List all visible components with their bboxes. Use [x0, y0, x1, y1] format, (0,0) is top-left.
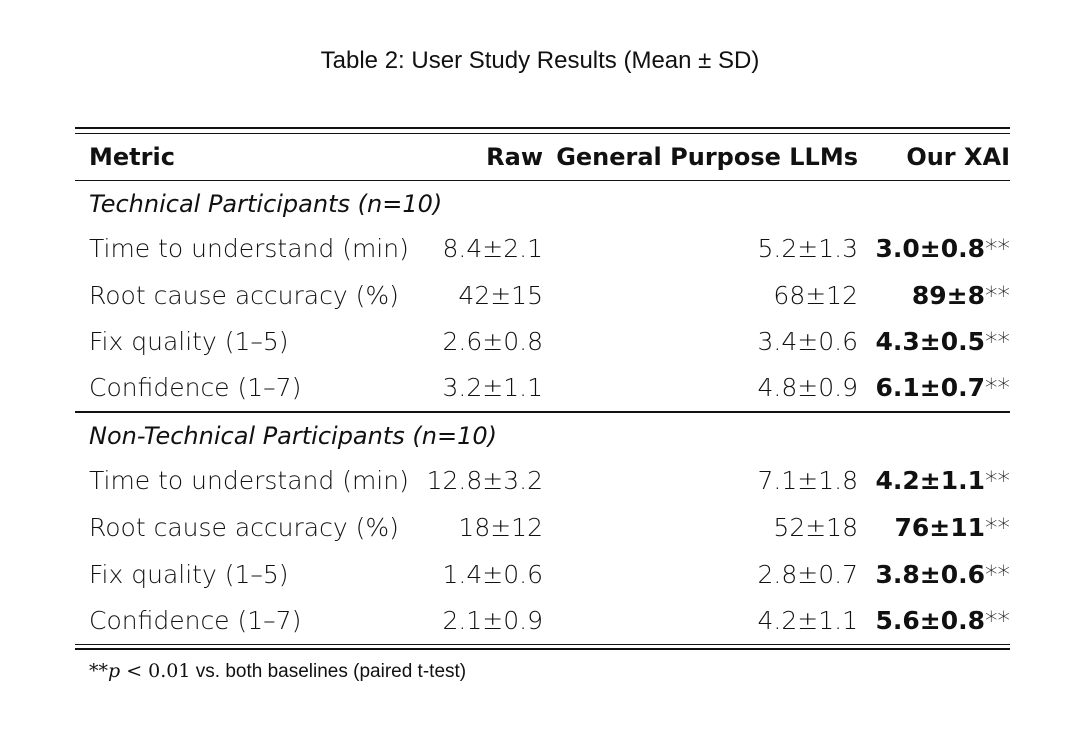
significance-stars: ** — [985, 234, 1010, 263]
table-header: Metric Raw General Purpose LLMs Our XAI — [75, 137, 1010, 177]
xai-cell: 3.0±0.8** — [875, 229, 1010, 269]
header-raw: Raw — [486, 143, 543, 171]
llm-cell: 2.8±0.7 — [757, 560, 858, 589]
metric-cell: Root cause accuracy (%) — [89, 281, 399, 310]
metric-cell: Fix quality (1–5) — [89, 327, 289, 356]
significance-stars: ** — [985, 560, 1010, 589]
raw-cell: 18±12 — [458, 513, 543, 542]
group-label: Non-Technical Participants (n=10) — [89, 422, 497, 450]
xai-cell: 4.2±1.1** — [875, 461, 1010, 501]
xai-cell: 3.8±0.6** — [875, 555, 1010, 595]
header-xai: Our XAI — [906, 143, 1010, 171]
group-label-row: Technical Participants (n=10) — [75, 184, 1010, 224]
xai-cell: 6.1±0.7** — [875, 368, 1010, 408]
group-label-row: Non-Technical Participants (n=10) — [75, 416, 1010, 456]
significance-stars: ** — [985, 373, 1010, 402]
metric-cell: Root cause accuracy (%) — [89, 513, 399, 542]
xai-cell: 5.6±0.8** — [875, 601, 1010, 641]
footnote-relation: < 0.01 — [120, 660, 191, 682]
footnote-text: vs. both baselines (paired t-test) — [190, 661, 467, 682]
table-row: Confidence (1–7) 2.1±0.9 4.2±1.1 5.6±0.8… — [75, 601, 1010, 641]
llm-cell: 52±18 — [773, 513, 858, 542]
table-row: Confidence (1–7) 3.2±1.1 4.8±0.9 6.1±0.7… — [75, 368, 1010, 408]
metric-cell: Confidence (1–7) — [89, 606, 302, 635]
significance-stars: ** — [985, 513, 1010, 542]
significance-stars: ** — [985, 466, 1010, 495]
xai-cell: 76±11** — [894, 508, 1010, 548]
xai-value: 5.6±0.8 — [875, 606, 985, 635]
table-row: Time to understand (min) 12.8±3.2 7.1±1.… — [75, 461, 1010, 501]
raw-cell: 3.2±1.1 — [442, 373, 543, 402]
llm-cell: 4.2±1.1 — [757, 606, 858, 635]
llm-cell: 5.2±1.3 — [757, 234, 858, 263]
bottom-rule-inner — [75, 644, 1010, 645]
footnote-p-symbol: p — [108, 660, 121, 682]
group-divider — [75, 411, 1010, 413]
header-metric: Metric — [89, 143, 175, 171]
table-caption: Table 2: User Study Results (Mean ± SD) — [320, 47, 760, 74]
table-row: Root cause accuracy (%) 18±12 52±18 76±1… — [75, 508, 1010, 548]
header-llm: General Purpose LLMs — [556, 143, 858, 171]
xai-value: 3.8±0.6 — [875, 560, 985, 589]
header-rule — [75, 180, 1010, 181]
raw-cell: 2.6±0.8 — [442, 327, 543, 356]
table-row: Root cause accuracy (%) 42±15 68±12 89±8… — [75, 276, 1010, 316]
xai-cell: 89±8** — [912, 276, 1010, 316]
group-label: Technical Participants (n=10) — [89, 190, 443, 218]
raw-cell: 42±15 — [458, 281, 543, 310]
xai-value: 3.0±0.8 — [875, 234, 985, 263]
llm-cell: 68±12 — [773, 281, 858, 310]
xai-value: 76±11 — [894, 513, 985, 542]
llm-cell: 7.1±1.8 — [757, 466, 858, 495]
significance-stars: ** — [985, 606, 1010, 635]
xai-value: 6.1±0.7 — [875, 373, 985, 402]
xai-value: 4.2±1.1 — [875, 466, 985, 495]
xai-value: 4.3±0.5 — [875, 327, 985, 356]
raw-cell: 2.1±0.9 — [442, 606, 543, 635]
table-row: Fix quality (1–5) 2.6±0.8 3.4±0.6 4.3±0.… — [75, 322, 1010, 362]
xai-cell: 4.3±0.5** — [875, 322, 1010, 362]
significance-stars: ** — [985, 281, 1010, 310]
metric-cell: Time to understand (min) — [89, 234, 409, 263]
significance-stars: ** — [985, 327, 1010, 356]
top-rule — [75, 127, 1010, 129]
raw-cell: 1.4±0.6 — [442, 560, 543, 589]
llm-cell: 3.4±0.6 — [757, 327, 858, 356]
top-rule-inner — [75, 133, 1010, 134]
metric-cell: Fix quality (1–5) — [89, 560, 289, 589]
llm-cell: 4.8±0.9 — [757, 373, 858, 402]
footnote-stars: ** — [89, 660, 108, 682]
table-footnote: **p < 0.01 vs. both baselines (paired t-… — [89, 660, 466, 683]
raw-cell: 12.8±3.2 — [426, 466, 543, 495]
table-row: Fix quality (1–5) 1.4±0.6 2.8±0.7 3.8±0.… — [75, 555, 1010, 595]
bottom-rule — [75, 648, 1010, 650]
xai-value: 89±8 — [911, 281, 985, 310]
metric-cell: Time to understand (min) — [89, 466, 409, 495]
metric-cell: Confidence (1–7) — [89, 373, 302, 402]
table-row: Time to understand (min) 8.4±2.1 5.2±1.3… — [75, 229, 1010, 269]
raw-cell: 8.4±2.1 — [442, 234, 543, 263]
